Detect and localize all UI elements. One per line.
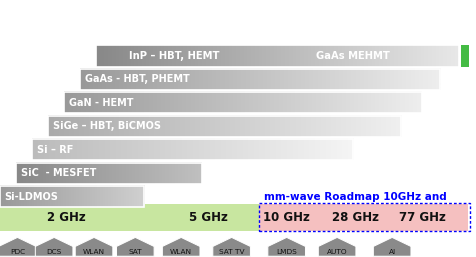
Polygon shape: [0, 237, 36, 256]
Bar: [48, 116, 400, 137]
Text: SAT: SAT: [128, 250, 142, 255]
Polygon shape: [317, 237, 355, 256]
Bar: [80, 69, 439, 90]
Polygon shape: [162, 237, 199, 256]
Polygon shape: [373, 237, 410, 256]
Bar: [16, 162, 201, 184]
Polygon shape: [116, 237, 154, 256]
Text: DCS: DCS: [46, 250, 61, 255]
Text: WLAN: WLAN: [170, 250, 192, 255]
Polygon shape: [35, 237, 73, 256]
Bar: [96, 45, 458, 67]
Text: SAT TV: SAT TV: [218, 250, 244, 255]
Text: GaAs - HBT, PHEMT: GaAs - HBT, PHEMT: [85, 74, 189, 84]
Text: PDC: PDC: [10, 250, 25, 255]
Text: GaN - HEMT: GaN - HEMT: [69, 98, 133, 108]
Text: 2 GHz: 2 GHz: [47, 211, 86, 224]
Polygon shape: [75, 237, 113, 256]
Text: AUTO: AUTO: [326, 250, 347, 255]
Text: InP – HBT, HEMT: InP – HBT, HEMT: [129, 51, 219, 61]
Text: Si-LDMOS: Si-LDMOS: [5, 192, 59, 202]
Text: GaAs MEHMT: GaAs MEHMT: [316, 51, 389, 61]
Bar: [460, 45, 468, 67]
Text: SiGe – HBT, BiCMOS: SiGe – HBT, BiCMOS: [53, 121, 160, 131]
Text: 28 GHz: 28 GHz: [331, 211, 378, 224]
Text: Si – RF: Si – RF: [37, 145, 73, 155]
Text: SiC  - MESFET: SiC - MESFET: [20, 168, 96, 178]
Text: mm-wave Roadmap 10GHz and: mm-wave Roadmap 10GHz and: [263, 192, 446, 202]
Text: AI: AI: [388, 250, 395, 255]
Text: 10 GHz: 10 GHz: [263, 211, 309, 224]
Bar: [258, 203, 469, 232]
Bar: [32, 139, 352, 160]
Bar: [258, 204, 467, 231]
Polygon shape: [212, 237, 250, 256]
Text: WLAN: WLAN: [83, 250, 105, 255]
Text: 5 GHz: 5 GHz: [189, 211, 228, 224]
Bar: [0, 204, 258, 231]
Bar: [64, 92, 421, 114]
Polygon shape: [268, 237, 305, 256]
Bar: [0, 186, 144, 207]
Text: 77 GHz: 77 GHz: [397, 211, 445, 224]
Text: LMDS: LMDS: [276, 250, 297, 255]
